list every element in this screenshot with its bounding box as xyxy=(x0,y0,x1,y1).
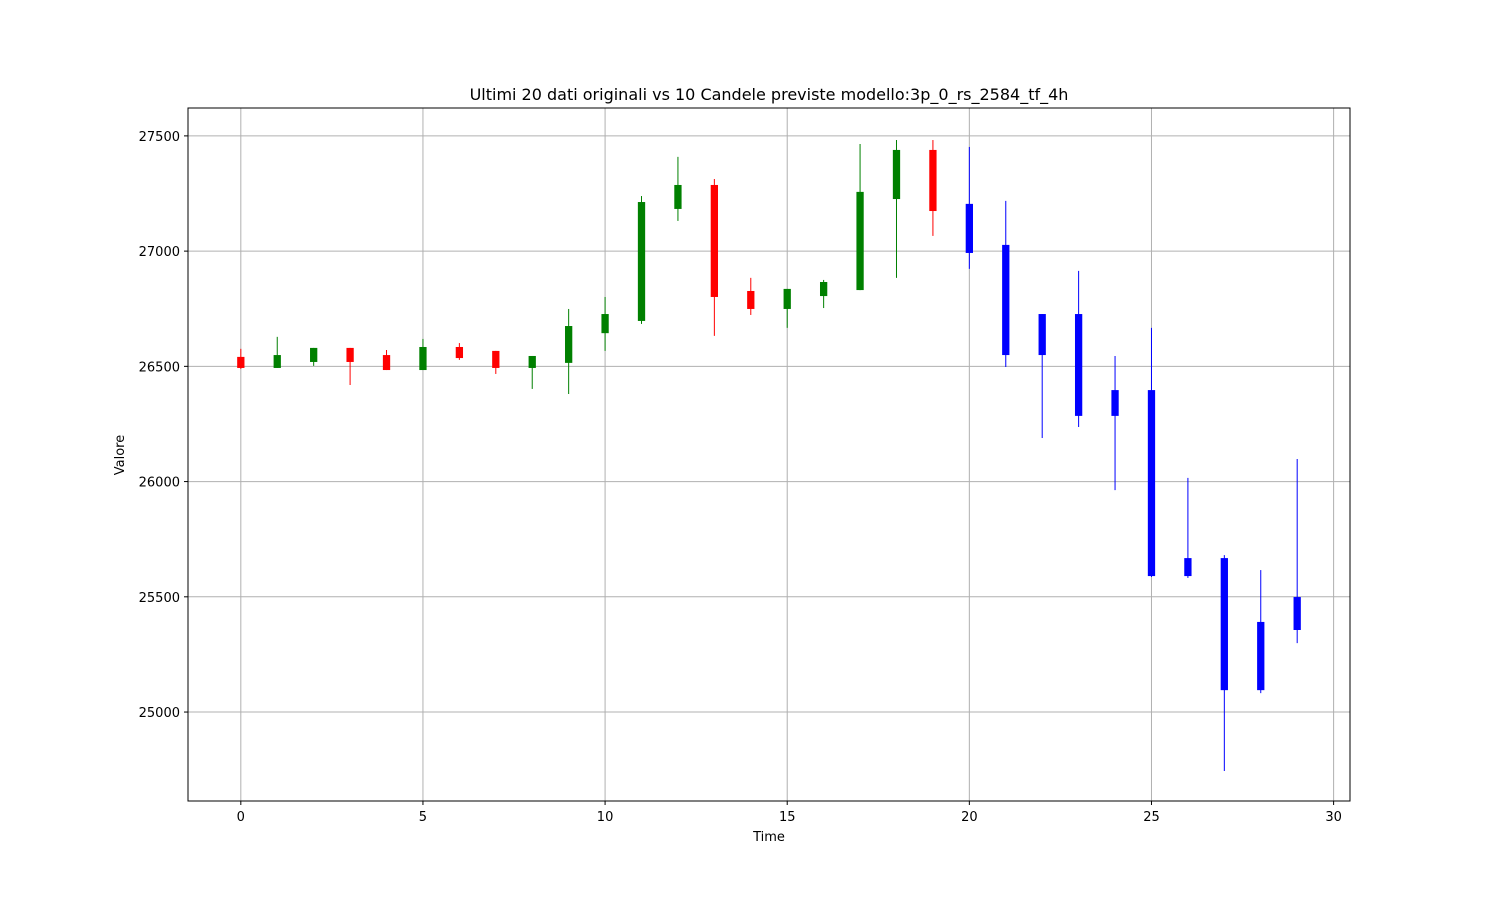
y-tick-label: 25500 xyxy=(139,591,180,606)
x-tick-label: 5 xyxy=(419,810,427,825)
candle-body xyxy=(310,347,318,362)
x-tick-label: 20 xyxy=(961,810,978,825)
candle-body xyxy=(455,346,464,359)
y-tick-label: 27500 xyxy=(139,130,180,145)
candle-body xyxy=(273,355,281,368)
candle-body xyxy=(565,326,573,363)
candle-body xyxy=(528,355,536,368)
x-tick-label: 25 xyxy=(1143,810,1160,825)
y-axis-label: Valore xyxy=(113,435,128,475)
candle-body xyxy=(492,350,500,368)
candle-body xyxy=(856,191,864,291)
candle-body xyxy=(382,355,391,371)
candle-body xyxy=(1002,244,1010,356)
x-tick-label: 30 xyxy=(1325,810,1342,825)
chart-title: Ultimi 20 dati originali vs 10 Candele p… xyxy=(470,85,1069,105)
candle-body xyxy=(1184,558,1192,577)
x-axis-label: Time xyxy=(752,830,785,845)
y-tick-label: 25000 xyxy=(139,706,180,721)
candle-body xyxy=(674,184,682,209)
x-tick-label: 15 xyxy=(779,810,796,825)
candle-body xyxy=(819,281,828,297)
y-tick-label: 26500 xyxy=(139,360,180,375)
candle-body xyxy=(1293,597,1301,630)
candle-body xyxy=(1257,621,1265,691)
candle-body xyxy=(601,314,609,334)
candle-body xyxy=(1147,390,1156,577)
candle-body xyxy=(346,347,354,362)
candle-body xyxy=(237,356,245,368)
candle-body xyxy=(783,288,791,309)
candle-body xyxy=(1220,558,1228,691)
candle-body xyxy=(892,149,901,200)
x-tick-label: 10 xyxy=(597,810,614,825)
candle-body xyxy=(1038,314,1046,356)
plot-frame xyxy=(187,107,1351,802)
y-tick-label: 26000 xyxy=(139,476,180,491)
candle-body xyxy=(1074,314,1083,416)
candle-body xyxy=(710,184,719,297)
candle-body xyxy=(637,202,646,321)
x-tick-label: 0 xyxy=(237,810,245,825)
candle-body xyxy=(929,149,937,212)
candle-body xyxy=(1111,390,1119,416)
candle-body xyxy=(747,290,755,309)
candle-body xyxy=(965,203,973,253)
candle-body xyxy=(419,346,427,371)
y-tick-label: 27000 xyxy=(139,245,180,260)
